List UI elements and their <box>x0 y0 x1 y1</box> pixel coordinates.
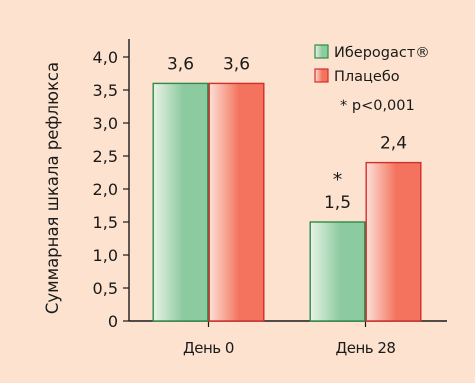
legend-label-placebo: Плацебо <box>334 69 400 85</box>
y-tick-label: 3,0 <box>93 114 118 133</box>
legend-swatch-iberogast <box>314 44 329 59</box>
x-tick-label: День 28 <box>336 339 396 357</box>
x-axis: День 0 День 28 <box>129 320 447 357</box>
y-tick-label: 2,0 <box>93 180 118 199</box>
y-tick-label: 0 <box>108 312 118 331</box>
bar-placebo <box>208 82 265 322</box>
bars <box>152 82 422 322</box>
y-tick-label: 4,0 <box>93 48 118 67</box>
data-label: 3,6 <box>223 54 250 74</box>
y-tick-label: 3,5 <box>93 81 118 100</box>
y-tick-label: 0,5 <box>93 279 118 298</box>
y-tick-label: 2,5 <box>93 147 118 166</box>
y-axis-label: Суммарная шкала рефлюкса <box>43 62 62 314</box>
y-axis: 0 0,5 1,0 1,5 2,0 2,5 3,0 3,5 4,0 <box>93 39 130 331</box>
data-label: 1,5 <box>324 193 351 213</box>
significance-note: * p<0,001 <box>340 98 415 114</box>
data-label: 2,4 <box>380 134 407 154</box>
significance-star: * <box>333 169 343 191</box>
bar-iberogast <box>309 221 366 322</box>
legend-label-iberogast: Ибероgаст® <box>334 45 430 61</box>
bar-placebo <box>365 161 422 322</box>
legend: Ибероgаст® Плацебо <box>314 44 430 85</box>
y-tick-label: 1,5 <box>93 213 118 232</box>
data-label: 3,6 <box>167 54 194 74</box>
bar-iberogast <box>152 82 209 322</box>
legend-swatch-placebo <box>314 68 329 83</box>
x-tick-label: День 0 <box>183 339 234 357</box>
data-labels: 3,6 1,5 3,6 2,4 * <box>167 54 407 213</box>
y-tick-label: 1,0 <box>93 246 118 265</box>
